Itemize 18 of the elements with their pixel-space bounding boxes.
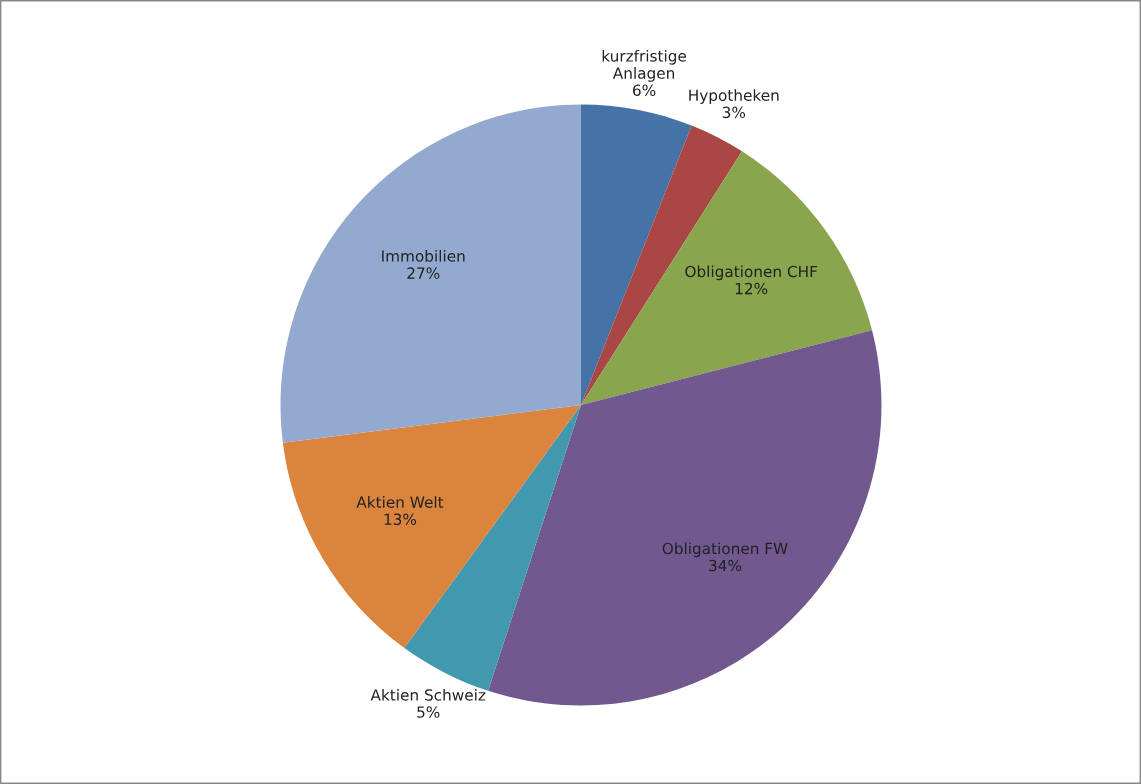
data-label: 12% — [735, 282, 768, 295]
slice-label: Aktien Welt — [356, 496, 444, 508]
data-label: 6% — [633, 84, 656, 96]
slice-label: Obligationen FW — [662, 542, 788, 558]
pie-slice — [488, 330, 882, 706]
pie-slice — [280, 104, 581, 443]
pie-slice — [282, 405, 581, 649]
data-label: 34% — [709, 559, 742, 572]
slice-label: Aktien Schweiz — [370, 688, 486, 701]
data-label: 5% — [417, 706, 440, 718]
slice-label: Immobilien — [382, 249, 465, 262]
data-label: 3% — [722, 106, 746, 119]
data-label: 13% — [384, 513, 417, 526]
data-label: 27% — [407, 267, 440, 279]
slice-label: Obligationen CHF — [685, 265, 817, 281]
slice-label: Hypotheken — [689, 89, 779, 104]
pie-slice — [581, 151, 873, 405]
slice-label: kurzfristige Anlagen — [602, 49, 687, 82]
